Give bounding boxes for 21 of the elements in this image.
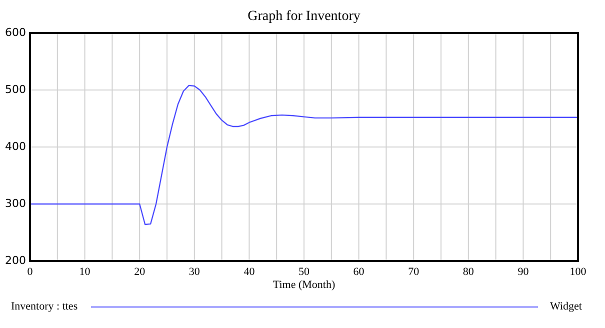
y-tick-label: 600 xyxy=(5,26,26,40)
x-tick-label: 60 xyxy=(353,266,365,278)
x-tick-label: 30 xyxy=(188,266,200,278)
x-tick-label: 40 xyxy=(244,266,256,278)
x-tick-label: 0 xyxy=(27,266,34,278)
x-tick-label: 90 xyxy=(518,266,530,278)
chart-title: Graph for Inventory xyxy=(248,9,360,24)
x-tick-label: 50 xyxy=(298,266,310,278)
x-tick-label: 10 xyxy=(79,266,91,278)
x-axis-title: Time (Month) xyxy=(272,279,336,291)
text: Inventory : ttes xyxy=(11,300,78,313)
y-tick-label: 500 xyxy=(5,83,26,96)
y-tick-label: 400 xyxy=(5,140,26,154)
line-series xyxy=(29,84,579,226)
x-tick-label: 100 xyxy=(570,266,587,278)
x-tick-label: 20 xyxy=(134,266,146,278)
x-tick-label: 70 xyxy=(408,266,420,278)
y-tick-label: 300 xyxy=(5,197,26,210)
text: Widget xyxy=(550,300,582,313)
y-tick-label: 200 xyxy=(5,254,26,268)
x-tick-label: 80 xyxy=(462,266,474,278)
